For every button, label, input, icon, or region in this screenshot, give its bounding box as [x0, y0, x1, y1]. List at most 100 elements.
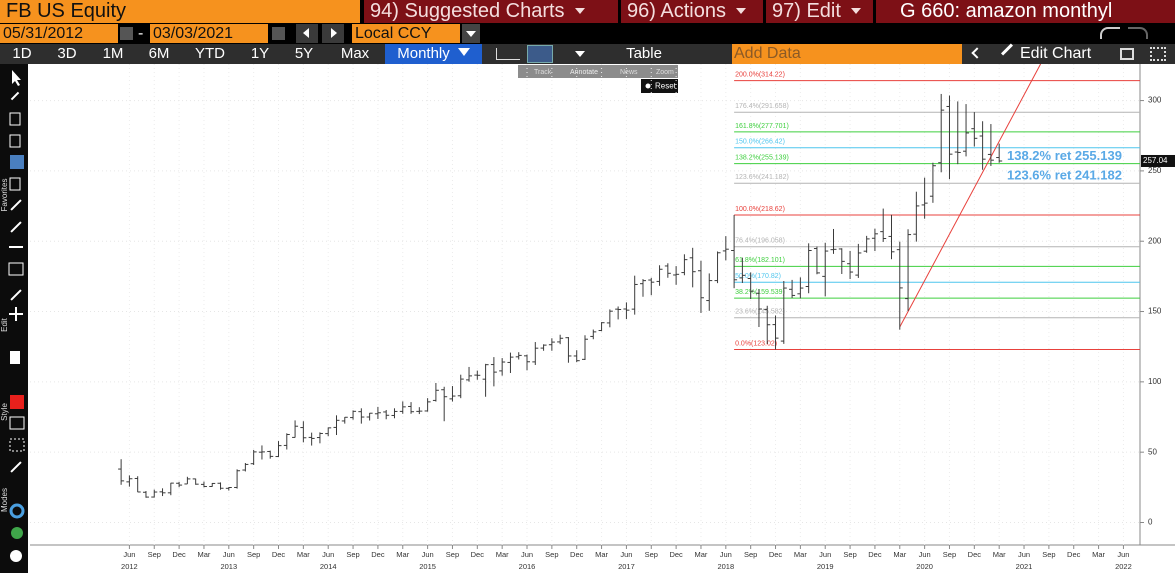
calendar-icon[interactable]	[272, 27, 285, 40]
x-tick-label: Mar	[197, 550, 210, 559]
fib-label: 176.4%(291.658)	[735, 103, 789, 110]
redo-button[interactable]	[1128, 27, 1148, 39]
x-tick-label: Jun	[422, 550, 434, 559]
fib-label: 123.6%(241.182)	[735, 174, 789, 181]
fib-label: 138.2%(255.139)	[735, 155, 789, 162]
fib-label: 61.8%(182.101)	[735, 257, 785, 264]
fib-label: 0.0%(123.02)	[735, 340, 777, 347]
mode-icon[interactable]	[9, 503, 25, 519]
dropdown-arrow	[575, 51, 585, 57]
range-button[interactable]: YTD	[195, 45, 225, 62]
fib-label: 50.0%(170.82)	[735, 273, 781, 280]
pointer-icon[interactable]	[12, 70, 21, 86]
x-tick-label: Mar	[297, 550, 310, 559]
y-tick-label: 200	[1148, 236, 1162, 245]
hline-icon[interactable]	[9, 246, 23, 248]
sidebar-label: Edit	[0, 317, 9, 332]
currency-dropdown[interactable]	[462, 24, 480, 43]
next-button[interactable]	[322, 24, 344, 43]
bar-chart-icon[interactable]	[527, 45, 553, 63]
security[interactable]: FB US Equity	[0, 0, 360, 23]
annotation: 123.6% ret 241.182	[1007, 168, 1122, 183]
collapse-button[interactable]	[968, 44, 990, 64]
tool-strip	[518, 65, 678, 78]
x-tick-label: Jun	[223, 550, 235, 559]
channel-icon[interactable]	[8, 262, 24, 276]
trash-icon[interactable]	[10, 351, 20, 364]
style-icon[interactable]	[9, 438, 25, 452]
line-chart-icon[interactable]	[496, 48, 520, 60]
range-button[interactable]: 1D	[12, 45, 32, 62]
chart-type-dropdown[interactable]	[566, 44, 596, 64]
y-tick-label: 300	[1148, 96, 1162, 105]
x-year-label: 2015	[419, 562, 436, 571]
fib-dollar-icon[interactable]	[9, 134, 21, 148]
dash-icon[interactable]	[10, 461, 22, 473]
bars-icon[interactable]	[10, 155, 24, 169]
date-separator: -	[138, 25, 144, 42]
add-data-input[interactable]: Add Data	[732, 44, 962, 64]
fib-icon[interactable]	[9, 112, 21, 126]
calendar-icon[interactable]	[120, 27, 133, 40]
x-tick-label: Dec	[371, 550, 385, 559]
start-date[interactable]: 05/31/2012	[0, 24, 118, 43]
mode2-icon[interactable]	[11, 527, 23, 539]
reset-icon	[645, 83, 651, 89]
menu[interactable]: 96) Actions	[621, 0, 763, 23]
tool-button[interactable]: News	[620, 69, 638, 76]
tool-button[interactable]: Annotate	[570, 69, 598, 76]
trend-line	[899, 63, 1042, 328]
x-year-label: 2013	[220, 562, 237, 571]
tool-button[interactable]: Zoom	[656, 69, 674, 76]
x-year-label: 2020	[916, 562, 933, 571]
reset-button[interactable]	[641, 79, 678, 93]
range-button[interactable]: 6M	[148, 45, 170, 62]
x-year-label: 2016	[519, 562, 536, 571]
x-year-label: 2019	[817, 562, 834, 571]
x-tick-label: Sep	[346, 550, 359, 559]
fib-label: 100.0%(218.62)	[735, 206, 785, 213]
menu[interactable]: 97) Edit	[766, 0, 873, 23]
settings-icon[interactable]	[1150, 47, 1166, 61]
range-button[interactable]: 1M	[102, 45, 124, 62]
range-button[interactable]: Max	[340, 45, 370, 62]
annotate-icon[interactable]	[1120, 48, 1134, 60]
prev-button[interactable]	[296, 24, 318, 43]
settings-icon[interactable]	[10, 550, 22, 562]
line-icon[interactable]	[10, 91, 20, 101]
reset-label[interactable]: Reset	[655, 82, 677, 91]
range-button[interactable]: 3D	[57, 45, 77, 62]
undo-button[interactable]	[1100, 27, 1120, 39]
x-year-label: 2017	[618, 562, 635, 571]
annotation: 138.2% ret 255.139	[1007, 148, 1122, 163]
pen-icon[interactable]	[10, 289, 22, 301]
x-tick-label: Dec	[1067, 550, 1081, 559]
ray-icon[interactable]	[10, 199, 22, 211]
x-tick-label: Dec	[968, 550, 982, 559]
x-tick-label: Dec	[868, 550, 882, 559]
regression-icon[interactable]	[9, 177, 21, 191]
x-tick-label: Sep	[843, 550, 856, 559]
x-tick-label: Dec	[669, 550, 683, 559]
menu[interactable]: 94) Suggested Charts	[364, 0, 618, 23]
color-icon[interactable]	[10, 395, 24, 409]
weight-icon[interactable]	[9, 416, 25, 430]
segment-icon[interactable]	[10, 221, 22, 233]
end-date[interactable]: 03/03/2021	[150, 24, 268, 43]
table-button[interactable]: Table	[626, 45, 662, 62]
currency[interactable]: Local CCY	[352, 24, 460, 43]
x-tick-label: Jun	[819, 550, 831, 559]
range-button[interactable]: 5Y	[294, 45, 314, 62]
chevron	[971, 47, 983, 59]
y-tick-label: 0	[1148, 518, 1153, 527]
tool-button[interactable]: Track	[534, 69, 552, 76]
frequency-button[interactable]: Monthly	[385, 44, 482, 64]
x-tick-label: Jun	[620, 550, 632, 559]
frequency-label: Monthly	[397, 45, 450, 62]
edit-chart-button[interactable]: Edit Chart	[1020, 45, 1092, 62]
range-button[interactable]: 1Y	[250, 45, 270, 62]
x-tick-label: Mar	[396, 550, 409, 559]
x-tick-label: Sep	[545, 550, 558, 559]
move-icon-v[interactable]	[15, 307, 17, 321]
